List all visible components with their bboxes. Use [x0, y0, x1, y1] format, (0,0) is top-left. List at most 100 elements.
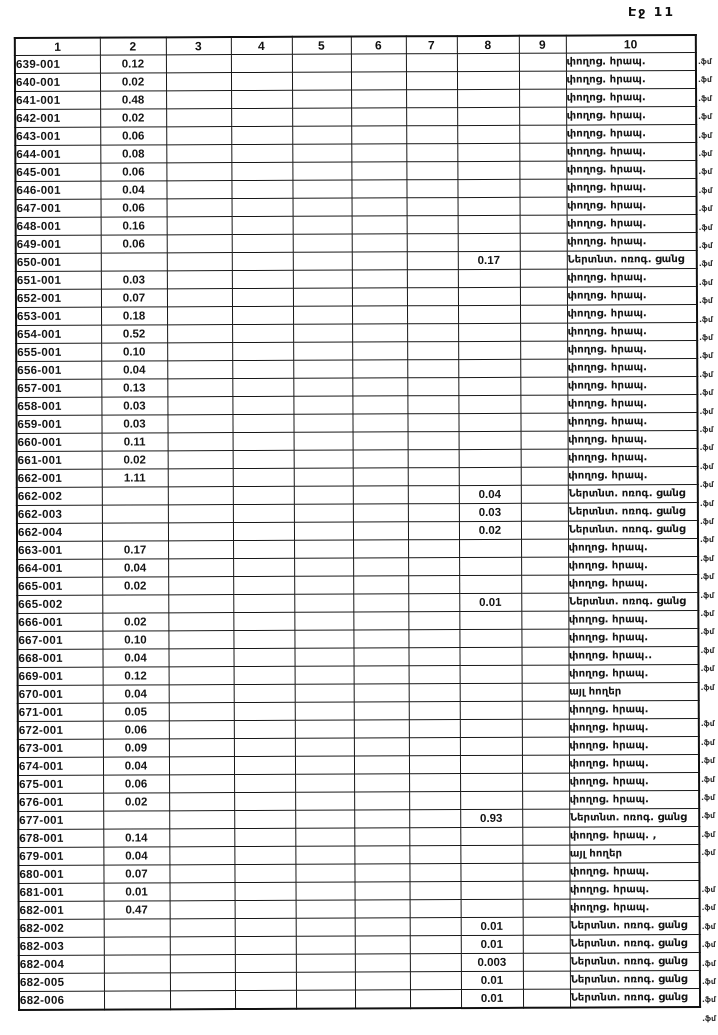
- cell-col2-value: 0.06: [100, 162, 167, 182]
- cell-empty: [519, 233, 567, 252]
- cell-col2-value: 0.03: [101, 414, 168, 434]
- cell-empty: [169, 792, 235, 811]
- cell-empty: [353, 647, 409, 667]
- cell-land-use: Ներտնտ. ոռոգ. ցանց: [569, 934, 700, 954]
- cell-empty: [234, 972, 296, 991]
- cell-land-use: փողոց. հրապ.: [567, 394, 698, 414]
- cell-empty: [407, 431, 459, 450]
- cell-empty: [234, 900, 296, 919]
- cell-empty: [295, 936, 355, 955]
- cell-parcel-id: 643-001: [15, 127, 101, 146]
- cell-empty: [406, 287, 458, 306]
- cell-empty: [294, 756, 355, 775]
- cell-parcel-id: 662-001: [16, 469, 102, 488]
- cell-empty: [293, 468, 353, 487]
- margin-note-fragment: .ֆմ: [697, 75, 712, 85]
- cell-col8-value: [459, 575, 522, 594]
- margin-note-fragment: .ֆմ: [699, 535, 714, 545]
- column-header: 8: [456, 35, 519, 54]
- cell-land-use: փողոց. հրապ.: [568, 556, 699, 576]
- cell-parcel-id: 651-001: [15, 271, 101, 290]
- cell-empty: [293, 414, 353, 433]
- column-header: 3: [165, 37, 231, 55]
- cell-empty: [407, 449, 459, 468]
- cell-col8-value: [458, 413, 521, 432]
- cell-col2-value: [103, 972, 170, 992]
- cell-empty: [409, 845, 461, 864]
- cell-col2-value: 0.52: [101, 324, 168, 344]
- cell-land-use: փողոց. հրապ.: [568, 664, 699, 684]
- cell-col2-value: 0.06: [102, 720, 169, 740]
- cell-empty: [522, 917, 570, 936]
- cell-empty: [520, 467, 568, 486]
- cell-empty: [519, 305, 568, 324]
- cell-empty: [292, 180, 352, 199]
- cell-empty: [521, 683, 569, 702]
- cell-empty: [168, 702, 234, 721]
- cell-parcel-id: 675-001: [18, 775, 104, 794]
- cell-empty: [294, 630, 354, 649]
- cell-empty: [409, 773, 461, 792]
- cell-empty: [234, 828, 296, 847]
- cell-empty: [351, 179, 407, 199]
- cell-empty: [293, 360, 353, 379]
- cell-parcel-id: 654-001: [16, 325, 102, 344]
- cell-empty: [169, 918, 235, 937]
- margin-note-fragment: .ֆմ: [697, 56, 712, 67]
- cell-parcel-id: 676-001: [18, 793, 104, 812]
- cell-empty: [353, 755, 410, 775]
- cell-land-use: փողոց. հրապ.: [567, 322, 698, 342]
- cell-land-use: Ներտնտ. ոռոգ. ցանց: [567, 520, 699, 540]
- cell-empty: [233, 684, 295, 703]
- cell-col8-value: [459, 755, 523, 774]
- cell-empty: [519, 251, 567, 270]
- cell-empty: [353, 557, 409, 577]
- cell-land-use: փողոց. հրապ.: [569, 880, 700, 900]
- cell-empty: [520, 413, 568, 432]
- cell-empty: [354, 953, 410, 973]
- margin-note-fragment: .ֆմ: [701, 940, 716, 950]
- cell-empty: [353, 683, 409, 703]
- cell-empty: [406, 179, 458, 198]
- cell-empty: [407, 341, 459, 360]
- cell-empty: [168, 540, 234, 559]
- column-header: 1: [14, 37, 100, 56]
- cell-empty: [166, 234, 232, 253]
- cell-empty: [233, 720, 295, 739]
- cell-empty: [522, 899, 570, 918]
- cell-empty: [168, 684, 234, 703]
- cell-empty: [295, 846, 355, 865]
- cell-col8-value: [459, 647, 522, 666]
- cell-empty: [167, 432, 233, 451]
- margin-note-fragment: .ֆմ: [698, 222, 713, 232]
- cell-col2-value: 0.07: [103, 864, 170, 884]
- margin-note-fragment: .ֆմ: [698, 259, 713, 269]
- cell-col8-value: [459, 665, 522, 684]
- cell-land-use: փողոց. հրապ.: [568, 718, 699, 738]
- cell-empty: [232, 378, 294, 397]
- cell-empty: [352, 395, 408, 415]
- cell-col2-value: [101, 486, 168, 506]
- cell-empty: [234, 954, 296, 973]
- cell-empty: [519, 269, 567, 288]
- page-number-label: Էջ 11: [628, 4, 676, 19]
- cell-empty: [232, 414, 294, 433]
- cell-land-use: Ներտնտ. ոռոգ. ցանց: [569, 808, 700, 828]
- cell-empty: [408, 737, 460, 756]
- cell-empty: [522, 791, 570, 810]
- cell-land-use: փողոց. հրապ.: [566, 268, 697, 288]
- margin-note-fragment: .ֆմ: [699, 498, 714, 508]
- cell-empty: [522, 935, 570, 954]
- cell-empty: [295, 774, 355, 793]
- cell-empty: [165, 54, 231, 73]
- cell-empty: [233, 702, 295, 721]
- cell-col8-value: [459, 611, 522, 630]
- cell-empty: [406, 125, 458, 144]
- cell-parcel-id: 665-001: [17, 577, 103, 596]
- cell-land-use: փողոց. հրապ.: [566, 214, 697, 234]
- cell-empty: [406, 143, 458, 162]
- cell-empty: [354, 935, 410, 955]
- cell-empty: [409, 971, 461, 990]
- cell-empty: [407, 359, 459, 378]
- cell-empty: [293, 324, 353, 343]
